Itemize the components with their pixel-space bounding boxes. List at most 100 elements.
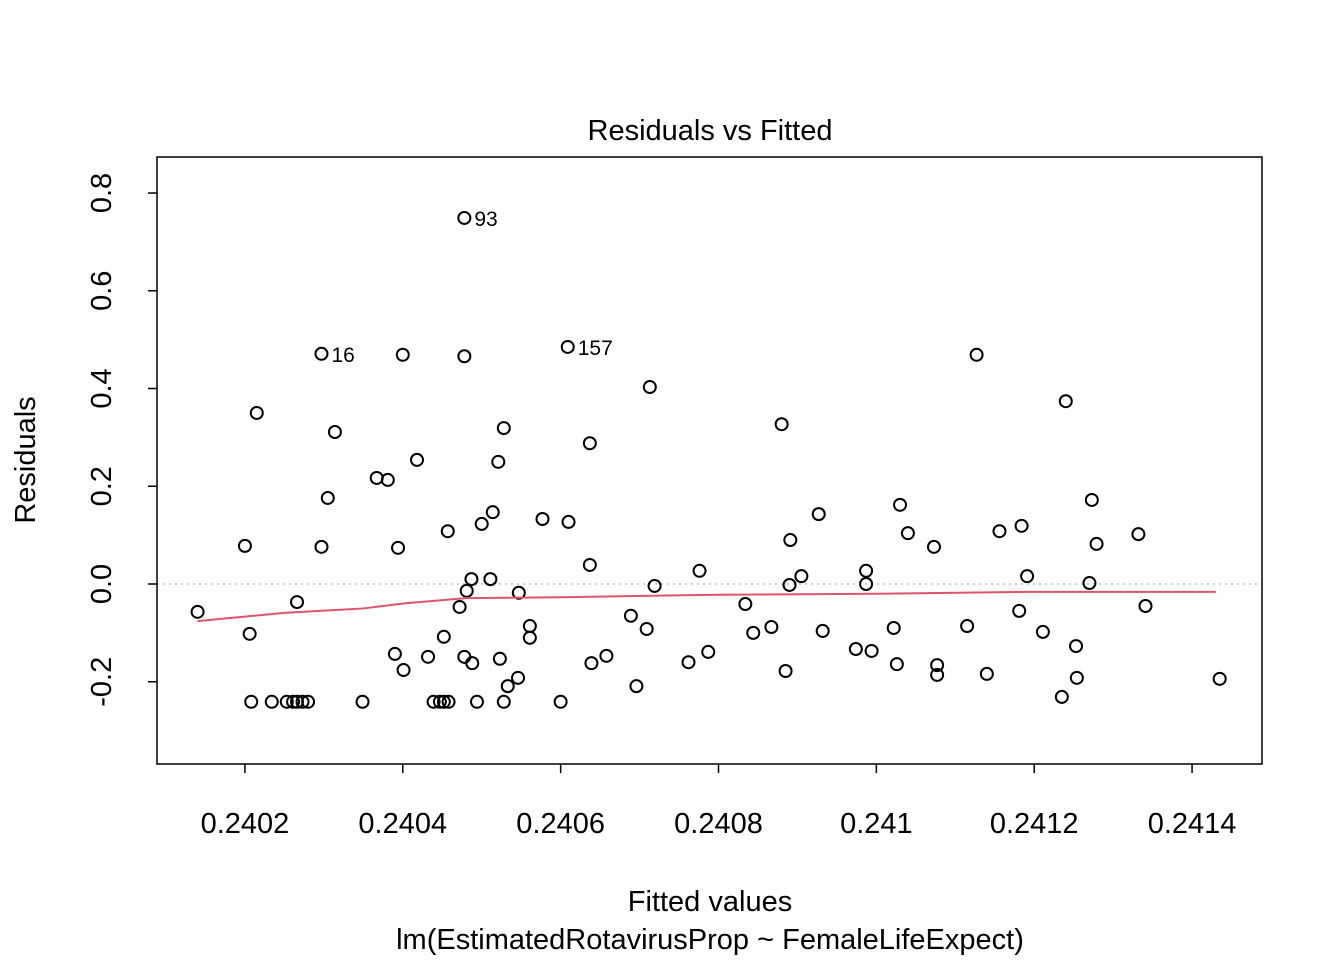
- plot-frame: [156, 156, 1263, 765]
- point: [1069, 670, 1084, 685]
- point: [457, 349, 472, 364]
- point: [681, 655, 696, 670]
- point: [396, 663, 411, 678]
- point: [286, 694, 301, 709]
- point: [436, 694, 451, 709]
- point: [327, 425, 342, 440]
- point: [859, 563, 874, 578]
- point: [432, 694, 447, 709]
- y-axis-label: Residuals: [10, 396, 42, 523]
- y-tick-label: 0.0: [86, 564, 118, 604]
- x-tick-label: 0.2414: [1148, 808, 1237, 840]
- point: [746, 625, 761, 640]
- point: [960, 619, 975, 634]
- point: [1069, 639, 1084, 654]
- point: [782, 577, 797, 592]
- point: [301, 694, 316, 709]
- point: [465, 656, 480, 671]
- point: [900, 526, 915, 541]
- point: [522, 630, 537, 645]
- point: [279, 694, 294, 709]
- point: [764, 620, 779, 635]
- point: [647, 578, 662, 593]
- x-tick-label: 0.2412: [990, 808, 1079, 840]
- point: [491, 454, 506, 469]
- point: [1212, 671, 1227, 686]
- point: [1012, 603, 1027, 618]
- point: [783, 533, 798, 548]
- point: [811, 507, 826, 522]
- point: [926, 539, 941, 554]
- point: [738, 597, 753, 612]
- point: [864, 643, 879, 658]
- point: [599, 648, 614, 663]
- point: [421, 649, 436, 664]
- point: [469, 694, 484, 709]
- point: [244, 694, 259, 709]
- x-tick-label: 0.241: [840, 808, 913, 840]
- point-label: 93: [474, 208, 497, 231]
- x-tick-label: 0.2406: [516, 808, 605, 840]
- x-tick-label: 0.2402: [201, 808, 290, 840]
- point: [1035, 624, 1050, 639]
- point: [426, 694, 441, 709]
- point: [237, 538, 252, 553]
- point: [387, 646, 402, 661]
- point: [1138, 598, 1153, 613]
- x-tick-label: 0.2408: [674, 808, 763, 840]
- point: [535, 512, 550, 527]
- point: [1054, 689, 1069, 704]
- point: [553, 694, 568, 709]
- point: [314, 346, 329, 361]
- point: [1014, 518, 1029, 533]
- point: [496, 421, 511, 436]
- point: [848, 642, 863, 657]
- point: [436, 629, 451, 644]
- point: [485, 505, 500, 520]
- point: [1058, 394, 1073, 409]
- point: [582, 436, 597, 451]
- point: [492, 651, 507, 666]
- point: [474, 516, 489, 531]
- point: [930, 658, 945, 673]
- y-tick-label: 0.2: [86, 466, 118, 506]
- point-label: 16: [331, 344, 354, 367]
- smooth-line: [197, 590, 1216, 623]
- x-tick-label: 0.2404: [358, 808, 447, 840]
- point: [440, 524, 455, 539]
- point: [452, 599, 467, 614]
- point: [483, 572, 498, 587]
- point: [623, 608, 638, 623]
- point: [395, 347, 410, 362]
- point: [391, 540, 406, 555]
- point: [264, 694, 279, 709]
- point: [380, 472, 395, 487]
- x-axis-label: Fitted values: [628, 886, 792, 918]
- point: [815, 623, 830, 638]
- point: [584, 656, 599, 671]
- point: [774, 417, 789, 432]
- point: [295, 694, 310, 709]
- point: [561, 514, 576, 529]
- point: [969, 347, 984, 362]
- point: [629, 679, 644, 694]
- point: [1089, 536, 1104, 551]
- point: [794, 569, 809, 584]
- point: [511, 585, 526, 600]
- point: [249, 405, 264, 420]
- point: [1084, 492, 1099, 507]
- point: [859, 577, 874, 592]
- point: [242, 626, 257, 641]
- point: [457, 210, 472, 225]
- point: [930, 667, 945, 682]
- y-tick-label: 0.4: [86, 368, 118, 408]
- point: [639, 621, 654, 636]
- point: [582, 557, 597, 572]
- subtitle: lm(EstimatedRotavirusProp ~ FemaleLifeEx…: [396, 924, 1024, 956]
- point: [441, 694, 456, 709]
- point: [320, 490, 335, 505]
- point: [1131, 527, 1146, 542]
- point: [889, 657, 904, 672]
- point: [290, 595, 305, 610]
